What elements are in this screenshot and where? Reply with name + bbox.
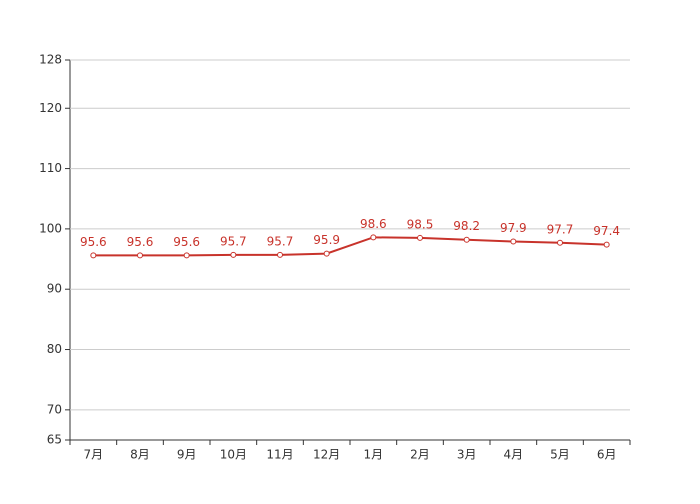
- x-tick-label: 6月: [597, 448, 617, 462]
- x-tick-label: 3月: [457, 448, 477, 462]
- point: [510, 238, 517, 245]
- x-tick-label: 11月: [266, 448, 293, 462]
- point: [137, 252, 143, 259]
- data-label: 95.7: [267, 234, 294, 248]
- y-tick-label: 90: [47, 282, 62, 296]
- data-label: 95.6: [127, 235, 154, 249]
- y-tick-label: 110: [39, 161, 62, 175]
- point: [463, 236, 470, 243]
- data-label: 95.6: [80, 235, 107, 249]
- point: [370, 234, 377, 241]
- point: [323, 250, 330, 257]
- data-label: 98.6: [360, 217, 387, 231]
- x-tick-label: 4月: [504, 448, 524, 462]
- x-tick-label: 10月: [220, 448, 247, 462]
- point: [90, 252, 97, 259]
- y-tick-label: 80: [47, 342, 62, 356]
- point: [557, 239, 563, 246]
- line: [93, 236, 607, 257]
- x-tick-label: 9月: [177, 448, 197, 462]
- data-label: 97.4: [593, 224, 620, 238]
- y-tick-label: 100: [39, 221, 62, 235]
- y-tick-label: 120: [39, 101, 62, 115]
- data-label: 97.9: [500, 221, 527, 235]
- point: [183, 252, 190, 259]
- point: [603, 241, 610, 248]
- data-label: 98.2: [453, 219, 480, 233]
- data-label: 95.6: [173, 235, 200, 249]
- x-tick-label: 1月: [364, 448, 384, 462]
- y-tick-label: 128: [39, 53, 62, 67]
- y-tick-label: 65: [47, 433, 62, 447]
- x-tick-label: 12月: [313, 448, 340, 462]
- data-label: 98.5: [407, 217, 434, 231]
- x-tick-label: 7月: [84, 448, 104, 462]
- point: [277, 251, 283, 258]
- data-label: 95.9: [313, 233, 340, 247]
- y-tick-label: 70: [47, 402, 62, 416]
- x-tick-label: 2月: [410, 448, 430, 462]
- x-tick-label: 8月: [130, 448, 150, 462]
- data-label: 95.7: [220, 234, 247, 248]
- data-label: 97.7: [547, 222, 574, 236]
- x-tick-label: 5月: [550, 448, 570, 462]
- point: [417, 234, 423, 241]
- point: [230, 251, 237, 258]
